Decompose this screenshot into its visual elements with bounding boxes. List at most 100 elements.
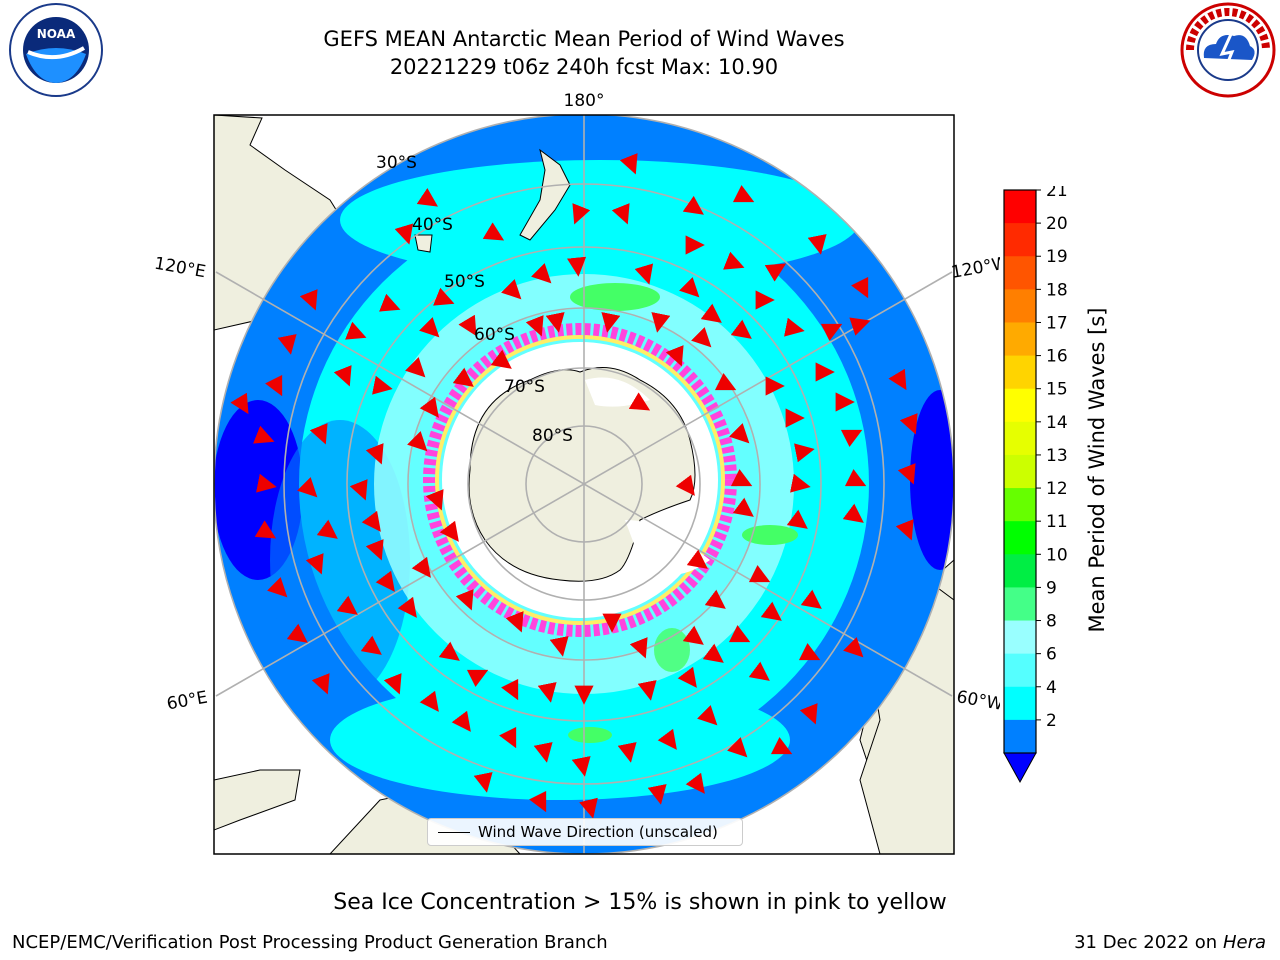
wind-arrow: [789, 473, 811, 493]
cyan-north: [340, 160, 860, 280]
lat-label-40s: 40°S: [412, 215, 453, 235]
wind-arrow: [899, 413, 918, 435]
legend-label: Wind Wave Direction (unscaled): [478, 823, 718, 841]
wind-arrow: [677, 666, 697, 688]
wind-arrow: [501, 279, 522, 300]
colorbar-tick-label: 10: [1046, 545, 1068, 565]
legend-line-sample: [438, 832, 470, 833]
wind-arrow: [770, 736, 793, 755]
wind-arrow: [371, 375, 393, 395]
wind-arrow: [533, 741, 553, 763]
polar-map: 30°S 40°S 50°S 60°S 70°S 80°S 180° 0° 12…: [153, 91, 1000, 860]
wind-arrow: [452, 367, 474, 387]
wind-arrow: [383, 673, 402, 695]
colorbar-tick-label: 18: [1046, 280, 1068, 300]
colorbar-tick-label: 12: [1046, 479, 1068, 499]
graticule: [214, 115, 954, 854]
wind-arrow: [531, 263, 552, 284]
colorbar-tick-label: 8: [1046, 612, 1057, 632]
wind-arrow: [360, 635, 382, 655]
wind-arrow: [466, 669, 489, 688]
svg-text:NOAA: NOAA: [37, 27, 76, 41]
wind-arrow: [379, 293, 401, 312]
wind-arrow: [365, 539, 384, 561]
sea-ice-ring-yellow: [435, 335, 725, 625]
wind-arrow: [433, 287, 455, 306]
wind-arrow: [732, 497, 754, 517]
colorbar-segment: [1004, 620, 1036, 655]
wind-arrow: [840, 429, 863, 448]
wind-arrow: [528, 790, 547, 813]
colorbar-segment: [1004, 587, 1036, 622]
wind-arrow: [682, 625, 704, 645]
wind-arrow: [482, 222, 505, 241]
sea-ice-ring-pink: [423, 323, 737, 637]
nws-logo: [1180, 2, 1276, 98]
lon-label-120e: 120°E: [153, 254, 207, 283]
low-period-patch-east: [910, 390, 954, 570]
wind-arrow: [425, 489, 444, 511]
wind-arrow: [657, 728, 677, 750]
wind-arrow: [349, 479, 368, 501]
wind-arrow: [647, 783, 667, 805]
colorbar-tick-label: 19: [1046, 247, 1068, 267]
wind-arrow: [714, 372, 737, 391]
green-patch-north: [570, 283, 660, 311]
wind-arrow: [309, 423, 328, 445]
wind-arrow: [629, 637, 648, 659]
colorbar-segment: [1004, 388, 1036, 423]
wind-arrow: [365, 443, 384, 465]
colorbar-segment: [1004, 719, 1036, 754]
wind-arrow: [844, 468, 867, 487]
wind-arrow: [405, 357, 426, 378]
colorbar-segment: [1004, 322, 1036, 357]
wind-arrow: [730, 468, 753, 487]
colorbar-outline: [1003, 189, 1037, 754]
colorbar-tick-label: 6: [1046, 645, 1057, 665]
wind-arrow: [783, 317, 805, 337]
wind-arrow: [748, 661, 770, 681]
lon-label-60e: 60°E: [165, 688, 209, 715]
colorbar-extend-arrow: [1003, 752, 1037, 784]
colorbar-tick-label: 9: [1046, 578, 1057, 598]
wind-arrow: [305, 553, 324, 575]
wind-arrow: [679, 277, 700, 298]
wind-arrow: [505, 611, 524, 633]
wind-arrow: [628, 392, 651, 411]
green-patch-east: [742, 525, 798, 545]
wind-arrow: [634, 263, 654, 285]
wind-arrow: [267, 577, 288, 598]
wind-arrow: [299, 289, 318, 311]
colorbar-segment: [1004, 454, 1036, 489]
wind-arrow: [525, 315, 544, 337]
wind-arrow: [572, 203, 591, 225]
wind-arrow: [253, 425, 275, 444]
wind-arrow: [579, 797, 598, 819]
wind-arrow: [842, 503, 864, 523]
wind-arrow: [286, 623, 308, 643]
madagascar-land: [214, 769, 301, 831]
colorbar-segment: [1004, 289, 1036, 323]
colorbar: 21 20 19 18 17 16 15 14 13 12 11 10 9 8 6 4 2: [1003, 186, 1068, 784]
wind-arrow: [850, 276, 869, 299]
colorbar-tick-label: 16: [1046, 347, 1068, 367]
lat-label-80s: 80°S: [532, 426, 573, 446]
wind-arrow: [311, 673, 330, 695]
wind-arrow: [686, 549, 708, 569]
wind-arrow: [419, 396, 439, 418]
wind-arrow: [799, 703, 818, 725]
colorbar-segment: [1004, 256, 1036, 290]
wind-arrow: [849, 317, 871, 336]
wind-arrow: [793, 443, 815, 463]
cyan-south: [330, 680, 790, 800]
colorbar-segment: [1004, 190, 1036, 224]
lat-label-50s: 50°S: [444, 272, 485, 292]
colorbar-tick-label: 17: [1046, 313, 1068, 333]
wind-arrow: [727, 737, 748, 758]
wind-arrow: [571, 755, 591, 777]
footer-credit: NCEP/EMC/Verification Post Processing Pr…: [12, 932, 608, 953]
wind-arrow: [700, 303, 722, 323]
wind-arrow: [685, 772, 705, 794]
wind-arrow: [820, 323, 843, 342]
wind-arrow: [500, 678, 519, 701]
